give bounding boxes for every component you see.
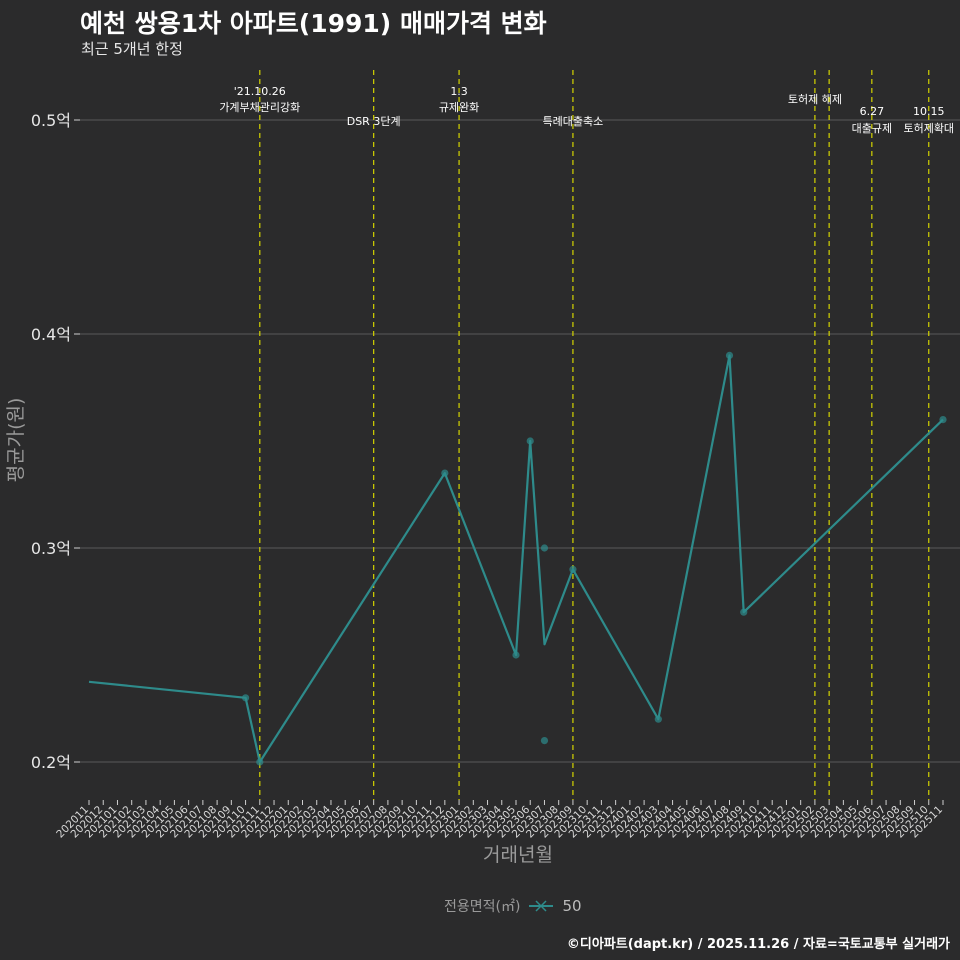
data-point [939,416,947,424]
source-caption: ©디아파트(dapt.kr) / 2025.11.26 / 자료=국토교통부 실… [566,937,950,952]
legend-title: 전용면적(㎡) [444,899,521,915]
data-point [654,715,662,723]
legend: 전용면적(㎡) 50 [444,896,582,916]
data-point [740,608,748,616]
legend-key-icon [529,900,554,912]
event-label: 규제완화 [439,101,479,114]
event-date-label: 1.3 [450,85,468,98]
data-point [540,544,549,552]
chart-subtitle: 최근 5개년 한정 [81,40,183,58]
data-point [526,437,534,445]
y-axis-ticks: 0.2억 0.3억 0.4억 0.5억 [31,111,80,772]
x-axis-label: 거래년월 [483,844,553,866]
data-point [241,694,250,702]
data-point [540,737,549,745]
x-axis-ticks: 2020112020122021012021022021032021042021… [54,800,945,840]
price-series [88,351,947,766]
y-gridlines [80,119,960,763]
event-date-label: 6.27 [860,105,885,118]
y-tick-label: 0.3억 [31,539,71,558]
y-tick-label: 0.4억 [31,325,71,344]
series-line [88,354,944,764]
event-label: 토허제확대 [903,122,954,135]
legend-series-label: 50 [562,897,582,915]
event-date-label: '21.10.26 [234,85,286,98]
event-label: 특례대출축소 [543,115,604,128]
event-label: 토허제 해제 [788,92,842,106]
y-axis-label: 평균가(원) [5,398,27,483]
event-label: 대출규제 [852,122,892,135]
data-point [256,758,264,766]
data-point [441,469,449,477]
data-point [725,351,734,359]
event-label: DSR 3단계 [347,115,401,128]
y-tick-label: 0.2억 [31,753,71,772]
event-label: 가계부채관리강화 [219,101,300,114]
chart-title: 예천 쌍용1차 아파트(1991) 매매가격 변화 [80,9,547,38]
data-point [569,565,577,574]
y-tick-label: 0.5억 [31,111,71,130]
data-point [512,651,520,659]
event-date-label: 10.15 [913,105,945,118]
